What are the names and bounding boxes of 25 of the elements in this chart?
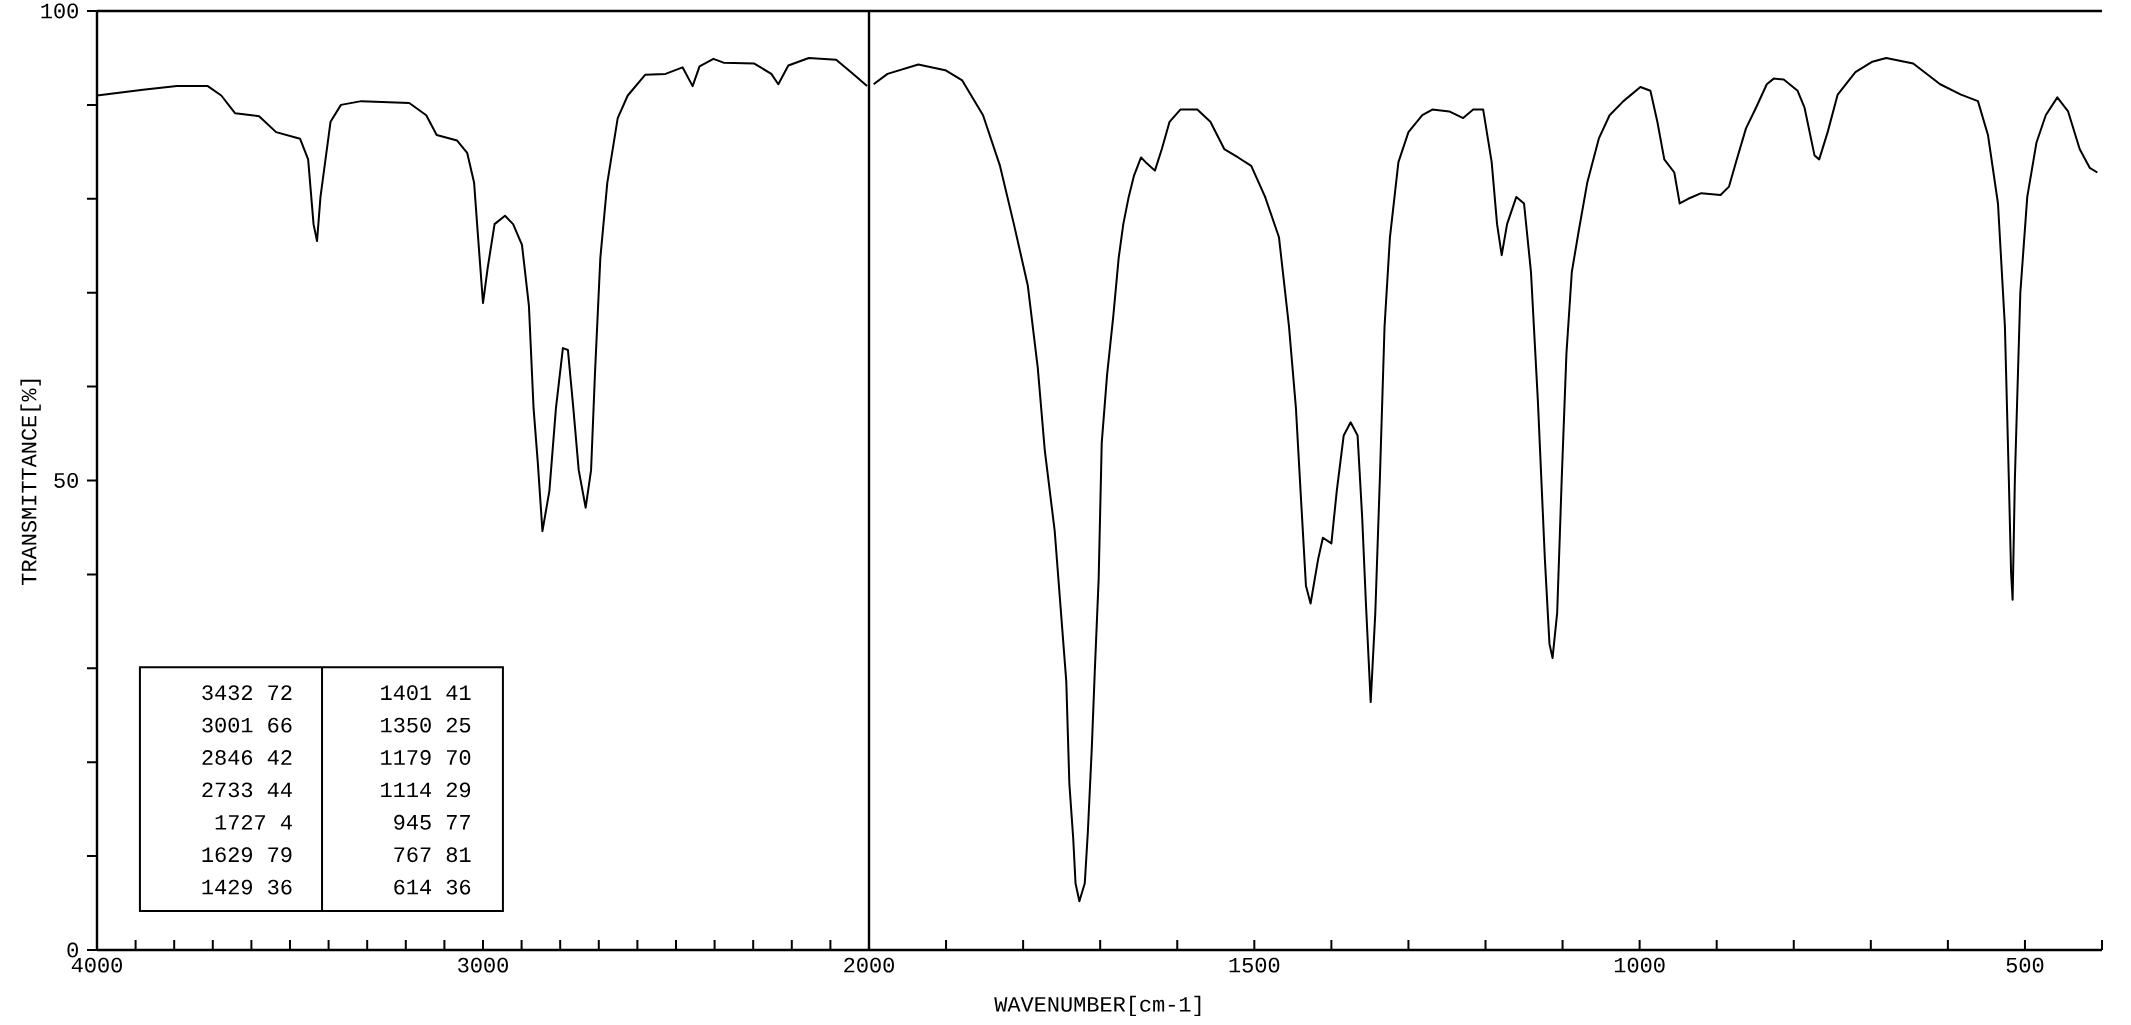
annotation: 1727 4 <box>215 814 292 830</box>
annotation: 1629 79 <box>202 847 292 863</box>
annotation: 1401 41 <box>381 685 471 701</box>
annotation: 2846 42 <box>202 750 292 765</box>
x-axis-title: WAVENUMBER[cm-1] <box>994 995 1201 1017</box>
annotation: 3001 66 <box>202 717 292 733</box>
y-tick-label: 100 <box>41 3 78 19</box>
x-tick-label: 3000 <box>458 957 508 973</box>
annotation: 1429 36 <box>202 879 292 895</box>
x-tick-label: 4000 <box>71 957 122 973</box>
annotation: 2733 44 <box>202 782 292 798</box>
x-tick-label: 1500 <box>1229 957 1280 973</box>
annotation: 767 81 <box>394 847 471 863</box>
annotation: 614 36 <box>394 879 471 895</box>
annotation: 1350 25 <box>381 717 471 733</box>
x-tick-label: 1000 <box>1614 957 1665 973</box>
y-axis-title: TRANSMITTANCE[%] <box>20 379 41 585</box>
annotation: 3432 72 <box>202 685 292 701</box>
y-tick-label: 0 <box>67 942 78 958</box>
annotation: 1179 70 <box>381 750 471 765</box>
annotation: 1114 29 <box>381 782 471 798</box>
annotation: 945 77 <box>394 814 470 830</box>
y-tick-label: 50 <box>54 473 78 488</box>
x-tick-label: 2000 <box>844 957 894 973</box>
x-tick-label: 500 <box>2006 957 2044 973</box>
